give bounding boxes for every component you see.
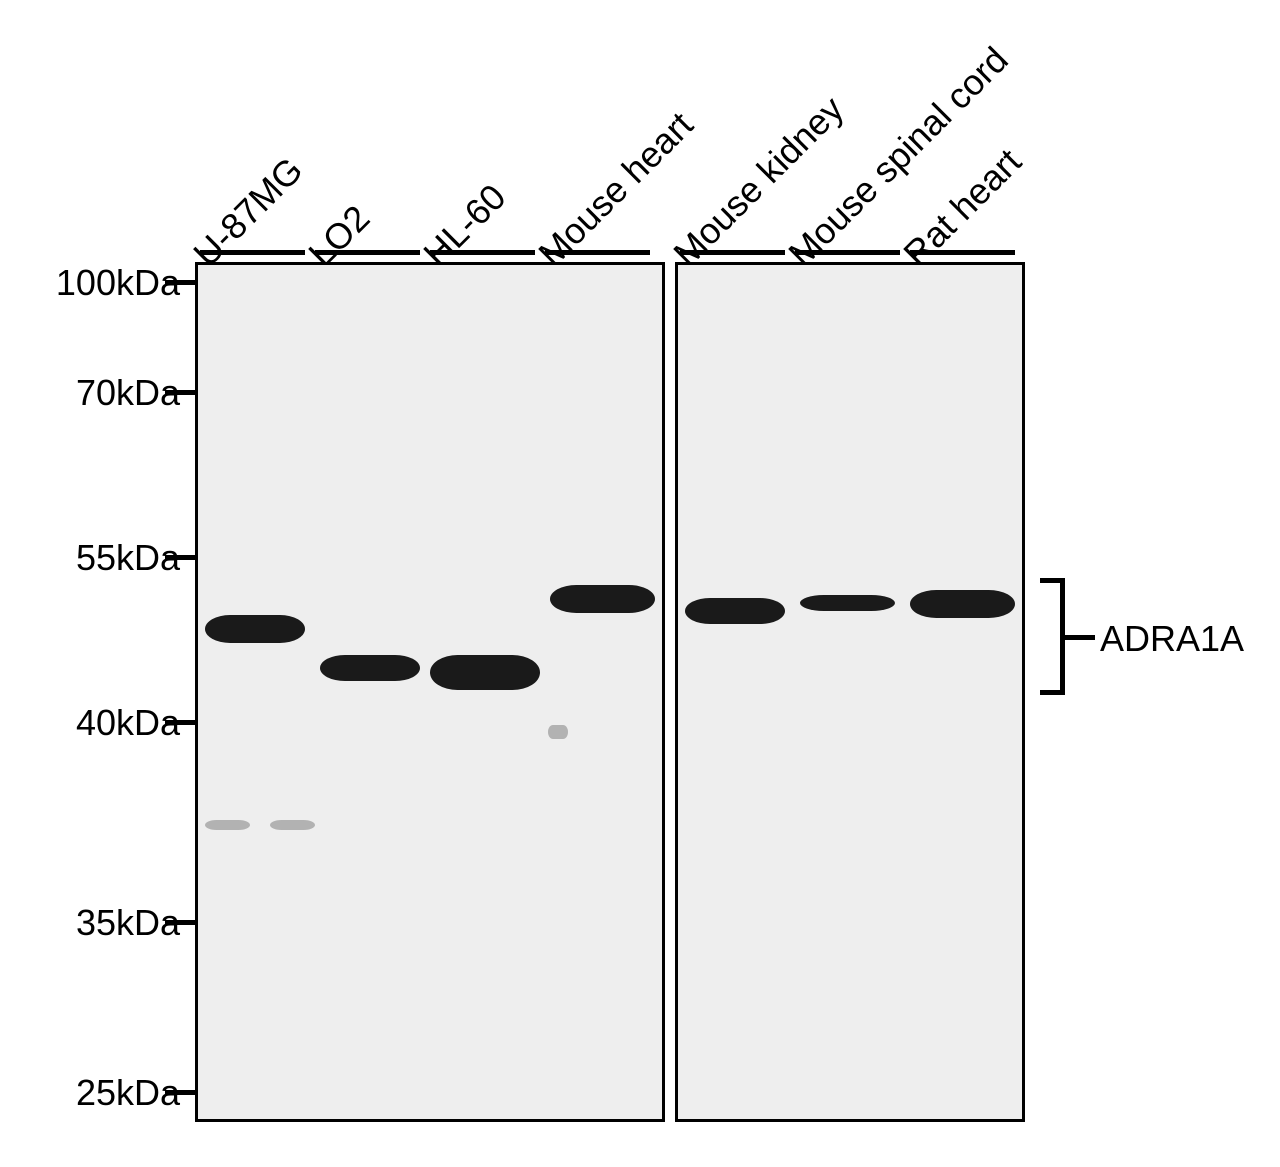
- lane-underline-0: [200, 250, 305, 255]
- mw-tick-70: [165, 390, 195, 395]
- mw-tick-40: [165, 720, 195, 725]
- blot-panel-left: [195, 262, 665, 1122]
- mw-tick-25: [165, 1090, 195, 1095]
- mw-label-35: 35kDa: [30, 902, 180, 944]
- target-bracket-bot: [1040, 690, 1065, 695]
- band-u87mg: [205, 615, 305, 643]
- lane-label-hl60: HL-60: [415, 176, 514, 275]
- lane-underline-4: [680, 250, 785, 255]
- mw-label-40: 40kDa: [30, 702, 180, 744]
- target-bracket-top: [1040, 578, 1065, 583]
- mw-tick-100: [165, 280, 195, 285]
- mw-tick-55: [165, 555, 195, 560]
- band-mouse-spinal: [800, 595, 895, 611]
- band-hl60: [430, 655, 540, 690]
- target-label: ADRA1A: [1100, 618, 1244, 660]
- band-lo2: [320, 655, 420, 681]
- lane-underline-5: [795, 250, 900, 255]
- band-faint-1: [270, 820, 315, 830]
- blot-panel-right: [675, 262, 1025, 1122]
- band-mouse-heart: [550, 585, 655, 613]
- band-mouse-kidney: [685, 598, 785, 624]
- lane-label-u87mg: U-87MG: [185, 149, 311, 275]
- band-faint-2: [548, 725, 568, 739]
- mw-label-100: 100kDa: [30, 262, 180, 304]
- lane-underline-3: [545, 250, 650, 255]
- lane-underline-6: [910, 250, 1015, 255]
- lane-label-mouse-spinal: Mouse spinal cord: [780, 39, 1016, 275]
- band-rat-heart: [910, 590, 1015, 618]
- band-faint-0: [205, 820, 250, 830]
- mw-tick-35: [165, 920, 195, 925]
- lane-underline-1: [315, 250, 420, 255]
- mw-label-55: 55kDa: [30, 537, 180, 579]
- lane-underline-2: [430, 250, 535, 255]
- target-bracket-mid: [1065, 635, 1095, 640]
- mw-label-70: 70kDa: [30, 372, 180, 414]
- mw-label-25: 25kDa: [30, 1072, 180, 1114]
